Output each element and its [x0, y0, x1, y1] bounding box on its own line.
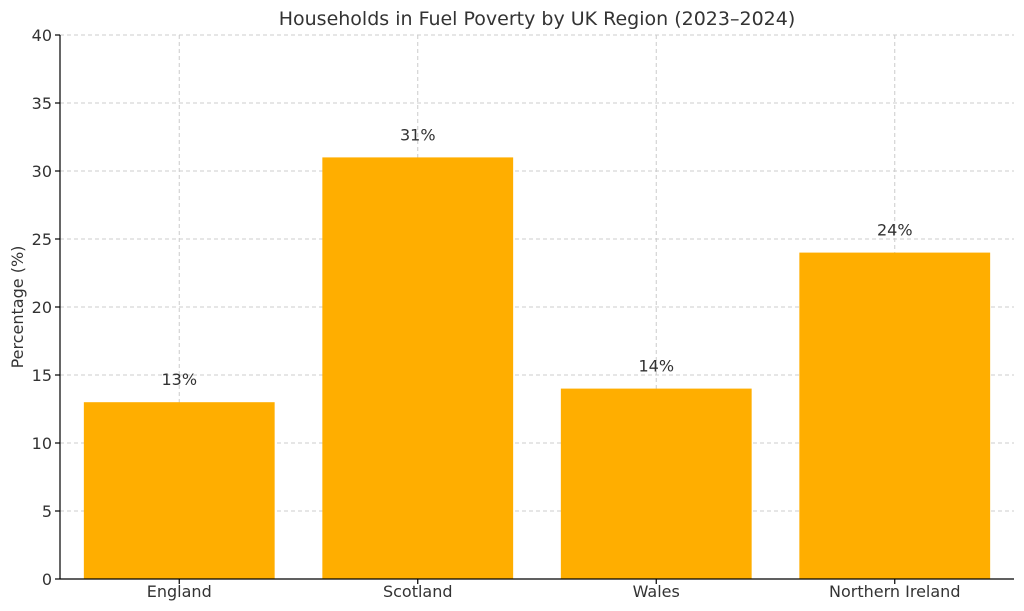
bar-wales: [560, 388, 752, 579]
y-tick-label: 20: [32, 298, 52, 317]
bar-northern-ireland: [799, 252, 991, 579]
y-tick-label: 10: [32, 434, 52, 453]
x-axis-ticks: England Scotland Wales Northern Ireland: [147, 579, 960, 601]
bar-england: [83, 402, 275, 579]
bars: [83, 157, 991, 579]
y-tick-label: 30: [32, 162, 52, 181]
x-tick-label: Wales: [633, 582, 680, 601]
data-labels: 13% 31% 14% 24%: [161, 125, 912, 389]
y-tick-label: 35: [32, 94, 52, 113]
y-axis-ticks: 0 5 10 15 20 25 30 35 40: [32, 26, 60, 589]
x-tick-label: Scotland: [383, 582, 453, 601]
y-tick-label: 25: [32, 230, 52, 249]
x-tick-label: England: [147, 582, 212, 601]
y-tick-label: 15: [32, 366, 52, 385]
data-label: 13%: [161, 370, 197, 389]
y-tick-label: 5: [42, 502, 52, 521]
data-label: 31%: [400, 125, 436, 144]
data-label: 24%: [877, 221, 913, 240]
x-tick-label: Northern Ireland: [829, 582, 960, 601]
data-label: 14%: [638, 357, 674, 376]
chart-title: Households in Fuel Poverty by UK Region …: [279, 8, 796, 30]
y-tick-label: 0: [42, 570, 52, 589]
y-axis-label: Percentage (%): [8, 246, 27, 369]
y-tick-label: 40: [32, 26, 52, 45]
bar-scotland: [322, 157, 514, 579]
